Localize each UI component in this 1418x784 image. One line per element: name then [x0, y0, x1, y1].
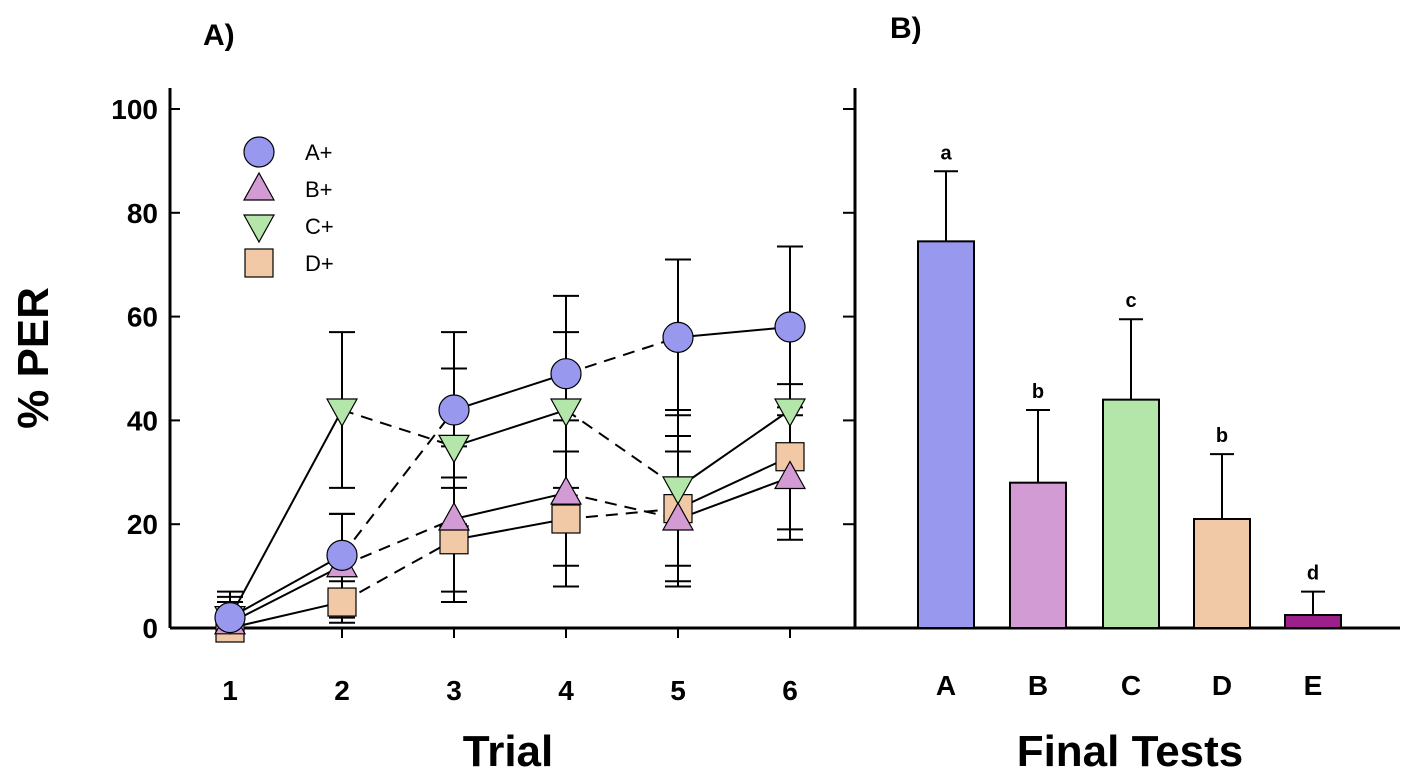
- bar-a: [917, 240, 975, 629]
- panel-b-bars: a b c b d: [917, 142, 1342, 630]
- panel-b-label: B): [890, 12, 922, 45]
- marker-c-plus: [549, 398, 583, 428]
- marker-a-plus: [438, 394, 470, 426]
- marker-a-plus: [662, 321, 694, 353]
- legend-label: B+: [305, 177, 333, 202]
- category-label: B: [1028, 670, 1048, 701]
- marker-a-plus: [774, 311, 806, 343]
- significance-letter: b: [1216, 425, 1228, 447]
- bar-d: [1193, 518, 1251, 630]
- y-tick-label: 80: [127, 198, 158, 229]
- line-segment-a-plus: [453, 372, 567, 411]
- legend-marker-a-plus: [243, 136, 275, 168]
- line-segment-b-plus: [565, 492, 679, 520]
- x-tick-label: 1: [222, 675, 238, 706]
- panel-a-series-lines: [229, 325, 791, 629]
- significance-letter: c: [1125, 290, 1136, 312]
- category-label: C: [1121, 670, 1141, 701]
- line-segment-d-plus: [453, 518, 567, 541]
- line-segment-c-plus: [341, 409, 455, 448]
- marker-a-plus: [214, 602, 246, 634]
- marker-b-plus: [773, 460, 807, 490]
- panel-a-line-chart: A) 0 20 40 60 80 100 1 2 3 4 5 6 A+ B+ C+ D+ Trial % …: [9, 19, 855, 776]
- bar-e: [1284, 614, 1342, 630]
- line-segment-b-plus: [341, 518, 455, 567]
- significance-letter: a: [940, 142, 952, 164]
- line-segment-a-plus: [341, 409, 455, 556]
- marker-a-plus: [550, 358, 582, 390]
- y-tick-label: 20: [127, 509, 158, 540]
- panel-a-label: A): [203, 19, 235, 52]
- line-segment-c-plus: [677, 409, 791, 489]
- x-tick-label: 6: [782, 675, 798, 706]
- marker-d-plus: [327, 587, 357, 617]
- line-segment-d-plus: [677, 455, 791, 510]
- bar-b: [1009, 481, 1067, 629]
- legend-marker-b-plus: [242, 171, 276, 201]
- line-segment-d-plus: [341, 538, 455, 603]
- line-segment-a-plus: [229, 554, 343, 619]
- x-tick-label: 3: [446, 675, 462, 706]
- category-label: A: [936, 670, 956, 701]
- marker-b-plus: [549, 475, 583, 505]
- line-segment-a-plus: [677, 325, 791, 339]
- x-tick-label: 5: [670, 675, 686, 706]
- panel-a-x-ticks: 1 2 3 4 5 6: [222, 628, 798, 706]
- line-segment-d-plus: [565, 507, 679, 521]
- marker-a-plus: [326, 539, 358, 571]
- line-segment-a-plus: [565, 336, 679, 375]
- category-label: E: [1304, 670, 1323, 701]
- line-segment-c-plus: [229, 409, 343, 619]
- y-axis-title: % PER: [9, 287, 58, 429]
- marker-c-plus: [325, 398, 359, 428]
- legend-label: C+: [305, 214, 334, 239]
- y-tick-label: 60: [127, 302, 158, 333]
- panel-a-x-axis-title: Trial: [463, 727, 554, 776]
- marker-c-plus: [661, 476, 695, 506]
- significance-letter: b: [1032, 381, 1044, 403]
- significance-letter: d: [1307, 563, 1319, 585]
- marker-b-plus: [661, 501, 695, 531]
- marker-c-plus: [437, 434, 471, 464]
- marker-c-plus: [773, 398, 807, 428]
- panel-a-legend: A+ B+ C+ D+: [242, 136, 334, 278]
- bar-c: [1102, 398, 1160, 630]
- y-tick-label: 40: [127, 405, 158, 436]
- line-segment-b-plus: [677, 476, 791, 520]
- category-label: D: [1212, 670, 1232, 701]
- line-segment-d-plus: [229, 601, 343, 629]
- legend-label: A+: [305, 140, 333, 165]
- y-tick-label: 100: [111, 94, 158, 125]
- line-segment-c-plus: [453, 409, 567, 448]
- marker-d-plus: [551, 504, 581, 534]
- panel-b-bar-chart: B) a b c b d A B C D E Final Tests: [843, 12, 1400, 776]
- panel-a-error-bars: [217, 245, 803, 629]
- panel-b-x-ticks: A B C D E: [936, 670, 1322, 701]
- line-segment-b-plus: [453, 492, 567, 520]
- x-tick-label: 2: [334, 675, 350, 706]
- x-tick-label: 4: [558, 675, 574, 706]
- line-segment-c-plus: [565, 409, 679, 489]
- marker-b-plus: [437, 501, 471, 531]
- legend-marker-c-plus: [242, 214, 276, 244]
- panel-a-y-ticks: 0 20 40 60 80 100: [111, 94, 180, 644]
- panel-a-markers: [213, 311, 807, 643]
- y-tick-label: 0: [142, 613, 158, 644]
- panel-b-x-axis-title: Final Tests: [1017, 727, 1244, 776]
- legend-marker-d-plus: [244, 248, 274, 278]
- panel-b-y-ticks: [843, 108, 855, 629]
- legend-label: D+: [305, 251, 334, 276]
- line-segment-b-plus: [229, 564, 343, 624]
